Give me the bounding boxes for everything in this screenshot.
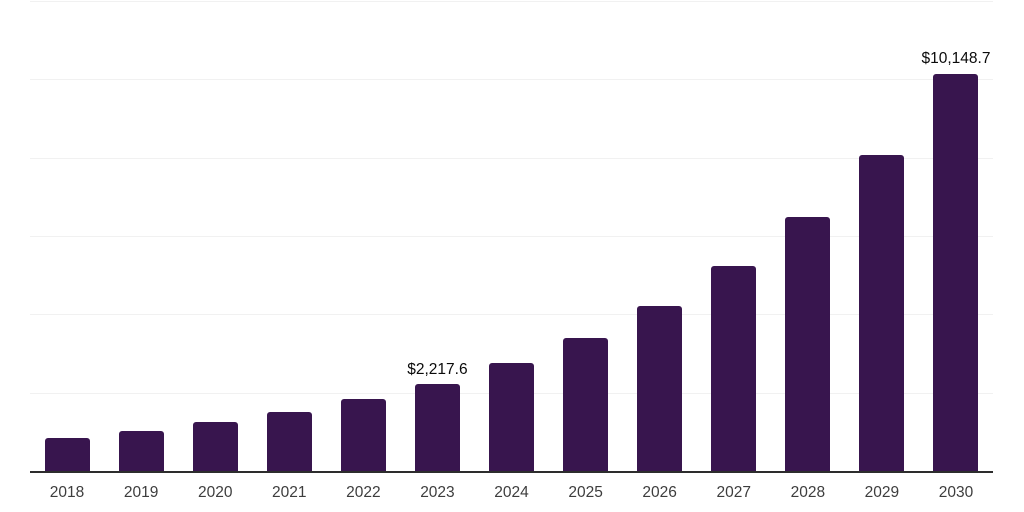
bar-slot-2030: $10,148.7 (919, 1, 993, 471)
bar-slot-2028 (771, 1, 845, 471)
bar-slot-2020 (178, 1, 252, 471)
x-tick-2021: 2021 (272, 484, 307, 501)
bar-slot-2018 (30, 1, 104, 471)
bar-2018 (44, 438, 90, 471)
x-tick-2018: 2018 (49, 484, 85, 501)
gridline-4000 (30, 314, 993, 316)
bar-2024 (489, 362, 534, 471)
bar-slot-2024 (474, 1, 548, 471)
bar-2022 (340, 399, 386, 471)
x-tick-2027: 2027 (716, 484, 751, 501)
gridline-8000 (30, 157, 993, 159)
bar-slot-2021 (252, 1, 326, 471)
bar-2020 (192, 422, 238, 471)
data-label-2030: $10,148.7 (921, 50, 991, 68)
bar-2027 (711, 266, 757, 471)
bar-slot-2022 (326, 1, 400, 471)
bar-slot-2025 (549, 1, 623, 471)
bar-2019 (118, 431, 164, 471)
x-tick-2024: 2024 (494, 484, 529, 501)
x-tick-2028: 2028 (790, 484, 826, 501)
x-tick-2030: 2030 (938, 484, 974, 501)
x-axis-labels: 2018 2019 2020 2021 2022 2023 2024 2025 2026 2027… (30, 485, 993, 501)
x-tick-2020: 2020 (197, 484, 233, 501)
bar-slot-2026 (623, 1, 697, 471)
bar-2028 (785, 216, 831, 471)
plot-area: $2,217.6 $10,148.7 (30, 1, 993, 473)
bar-series: $2,217.6 $10,148.7 (30, 1, 993, 471)
bar-slot-2029 (845, 1, 919, 471)
x-tick-2022: 2022 (346, 484, 381, 501)
x-tick-2025: 2025 (568, 484, 603, 501)
bar-2026 (637, 305, 683, 471)
bar-slot-2019 (104, 1, 178, 471)
bar-2021 (266, 411, 312, 471)
gridline-12000 (30, 1, 993, 2)
bar-2025 (563, 337, 609, 471)
bar-slot-2027 (697, 1, 771, 471)
bar-slot-2023: $2,217.6 (400, 1, 474, 471)
x-tick-2023: 2023 (420, 484, 455, 501)
gridline-10000 (30, 79, 993, 81)
x-tick-2029: 2029 (864, 484, 900, 501)
x-tick-2026: 2026 (642, 484, 677, 501)
bar-2023 (414, 384, 460, 471)
bar-2029 (859, 155, 905, 471)
data-label-2023: $2,217.6 (407, 360, 468, 378)
gridline-6000 (30, 236, 993, 237)
x-tick-2019: 2019 (123, 484, 159, 501)
bar-2030 (933, 73, 979, 471)
